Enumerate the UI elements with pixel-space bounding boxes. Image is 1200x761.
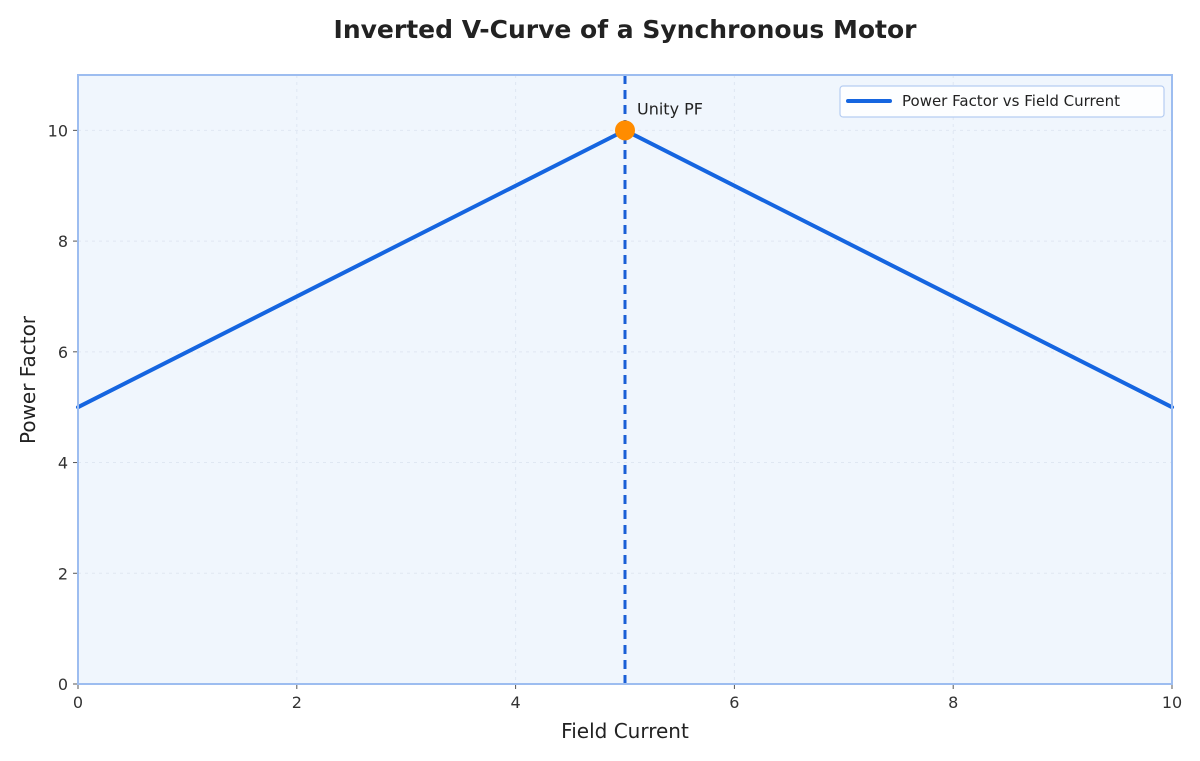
x-axis-label: Field Current <box>561 719 689 743</box>
axis-ticks: 0 2 4 6 8 10 0 2 4 6 8 10 <box>48 121 1183 712</box>
annotation-layer: Unity PF <box>615 99 703 141</box>
y-tick-label: 2 <box>58 564 68 583</box>
y-tick-label: 0 <box>58 675 68 694</box>
unity-pf-marker <box>615 120 635 141</box>
chart-title: Inverted V-Curve of a Synchronous Motor <box>334 15 918 44</box>
y-tick-label: 8 <box>58 232 68 251</box>
legend-label: Power Factor vs Field Current <box>902 92 1120 110</box>
unity-pf-annotation: Unity PF <box>637 99 703 118</box>
x-tick-label: 4 <box>511 693 521 712</box>
y-tick-label: 10 <box>48 121 68 140</box>
y-tick-label: 4 <box>58 454 68 473</box>
legend: Power Factor vs Field Current <box>839 85 1165 118</box>
x-tick-label: 6 <box>729 693 739 712</box>
plot-frame <box>77 74 1173 685</box>
x-tick-label: 8 <box>948 693 958 712</box>
x-tick-label: 0 <box>73 693 83 712</box>
y-axis-label: Power Factor <box>16 315 40 444</box>
x-tick-label: 2 <box>292 693 302 712</box>
y-tick-label: 6 <box>58 343 68 362</box>
legend-box <box>839 85 1165 118</box>
x-tick-label: 10 <box>1162 693 1182 712</box>
